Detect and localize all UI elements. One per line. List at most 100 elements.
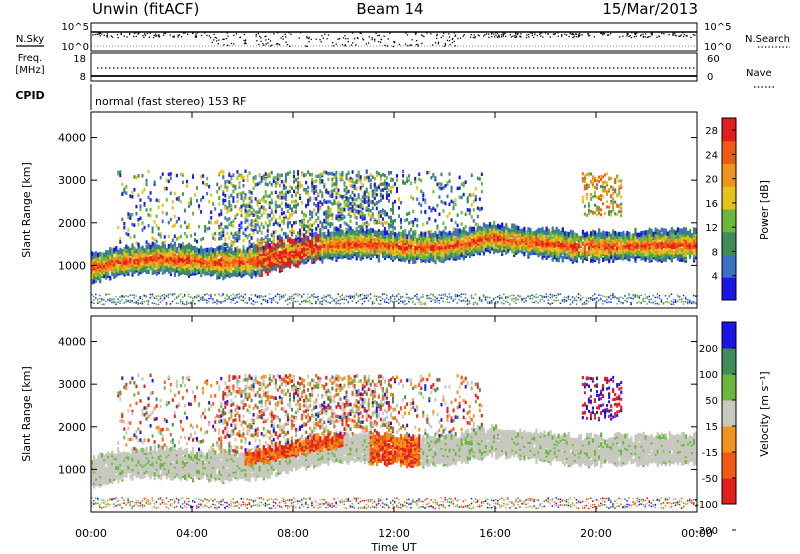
noise-point: [603, 33, 606, 35]
power-cell: [113, 300, 115, 302]
power-cell: [230, 272, 233, 278]
power-cell: [381, 188, 384, 192]
power-cell: [238, 181, 241, 185]
power-cell: [262, 295, 265, 298]
power-cell: [272, 299, 275, 302]
power-cell: [133, 301, 135, 304]
power-cell: [452, 234, 455, 240]
power-cell: [301, 224, 304, 228]
power-cell: [113, 272, 116, 278]
power-cell: [161, 294, 164, 297]
noise-point: [512, 35, 514, 37]
power-cell: [315, 174, 318, 179]
power-cell: [472, 238, 475, 243]
power-cell: [137, 217, 140, 222]
power-cell: [127, 232, 130, 237]
noise-point: [110, 35, 112, 37]
power-cell: [220, 256, 223, 262]
power-cell: [450, 247, 453, 253]
power-cell: [428, 217, 431, 221]
power-cell: [206, 182, 209, 187]
power-cell: [365, 200, 368, 204]
power-cell: [173, 191, 176, 196]
power-cell: [256, 238, 259, 242]
power-cell: [311, 178, 314, 182]
power-cell: [347, 212, 350, 216]
power-cell: [367, 300, 370, 302]
power-cell: [135, 301, 137, 303]
noise-point: [173, 36, 175, 38]
power-cell: [327, 301, 329, 304]
power-cell: [286, 221, 289, 226]
power-cell: [408, 178, 411, 183]
power-cell: [238, 185, 241, 189]
power-cell: [353, 297, 356, 300]
power-cell: [123, 187, 126, 192]
power-cell: [105, 250, 108, 255]
power-cell: [167, 257, 170, 262]
power-cell: [254, 223, 257, 228]
power-cell: [222, 300, 224, 303]
power-cell: [408, 238, 411, 243]
noise-point: [593, 36, 596, 38]
power-cell: [325, 215, 328, 220]
power-cell: [369, 178, 372, 182]
power-cell: [276, 255, 280, 261]
power-cell: [394, 232, 397, 237]
power-cell: [497, 235, 500, 240]
power-cell: [103, 252, 106, 258]
power-cell: [125, 301, 127, 303]
power-cell: [448, 240, 451, 245]
power-cell: [394, 182, 396, 186]
power-cell: [333, 231, 336, 237]
power-cell: [115, 301, 117, 303]
power-cell: [258, 238, 261, 243]
power-cell: [371, 234, 374, 239]
power-cell: [208, 297, 210, 300]
power-cell: [295, 185, 298, 190]
power-cell: [117, 171, 120, 175]
power-cell: [177, 294, 180, 296]
noise-point: [308, 37, 310, 40]
power-cell: [276, 238, 279, 243]
power-cell: [149, 293, 152, 296]
power-cell: [276, 195, 279, 199]
power-cell: [373, 218, 376, 222]
power-cell: [248, 297, 251, 299]
power-cell: [375, 193, 378, 197]
power-cell: [107, 293, 109, 296]
noise-point: [135, 35, 137, 38]
power-cell: [240, 205, 243, 209]
power-cell: [238, 256, 241, 261]
power-cell: [119, 296, 121, 298]
noise-point: [423, 35, 425, 38]
power-cell: [216, 246, 219, 251]
power-cell: [280, 257, 284, 263]
power-cell: [391, 211, 394, 215]
power-cell: [260, 230, 263, 235]
power-cell: [181, 244, 185, 250]
noise-point: [569, 32, 571, 34]
power-cell: [270, 217, 273, 221]
power-cell: [198, 224, 201, 229]
power-cell: [250, 195, 253, 200]
power-cell: [333, 182, 336, 186]
power-cell: [101, 299, 103, 302]
power-cell: [248, 171, 251, 175]
power-cell: [321, 303, 323, 305]
power-cell: [290, 200, 293, 204]
power-cell: [303, 173, 306, 177]
power-cell: [442, 294, 444, 296]
noise-point: [227, 44, 229, 47]
power-cell: [141, 221, 144, 225]
power-cell: [490, 302, 493, 304]
power-cell: [478, 207, 481, 211]
power-cell: [311, 181, 314, 186]
power-cell: [212, 201, 215, 206]
noise-point: [342, 37, 345, 39]
power-cell: [466, 303, 469, 305]
power-cell: [127, 246, 130, 251]
power-cell: [337, 214, 340, 219]
power-cell: [200, 210, 203, 214]
noise-point: [415, 39, 418, 42]
